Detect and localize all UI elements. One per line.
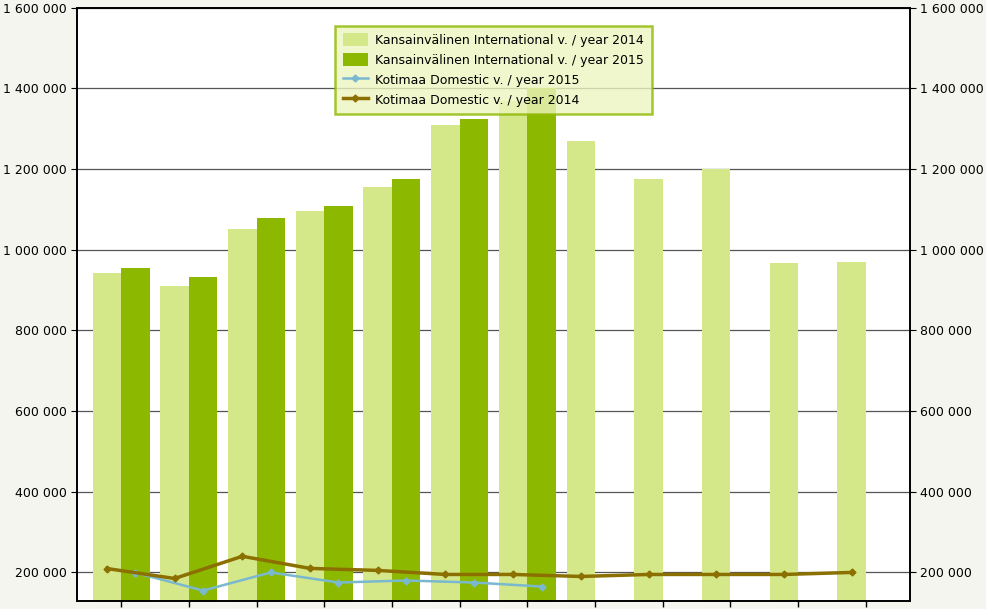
Bar xyxy=(228,229,256,609)
Kotimaa Domestic v. / year 2014 xyxy=(169,575,180,582)
Kotimaa Domestic v. / year 2015 xyxy=(467,579,479,586)
Kotimaa Domestic v. / year 2014 xyxy=(710,571,722,578)
Bar xyxy=(769,264,798,609)
Bar xyxy=(498,101,527,609)
Bar xyxy=(527,88,555,609)
Bar xyxy=(363,187,391,609)
Bar xyxy=(93,273,121,609)
Bar xyxy=(566,141,595,609)
Bar xyxy=(431,125,459,609)
Kotimaa Domestic v. / year 2014 xyxy=(439,571,451,578)
Bar xyxy=(256,218,285,609)
Kotimaa Domestic v. / year 2014 xyxy=(101,565,112,572)
Line: Kotimaa Domestic v. / year 2015: Kotimaa Domestic v. / year 2015 xyxy=(133,570,543,593)
Kotimaa Domestic v. / year 2015 xyxy=(264,569,276,576)
Kotimaa Domestic v. / year 2015 xyxy=(129,569,141,576)
Bar xyxy=(459,119,488,609)
Bar xyxy=(188,277,217,609)
Bar xyxy=(296,211,323,609)
Kotimaa Domestic v. / year 2015 xyxy=(197,587,209,594)
Kotimaa Domestic v. / year 2014 xyxy=(236,552,247,560)
Bar xyxy=(391,179,420,609)
Kotimaa Domestic v. / year 2014 xyxy=(777,571,789,578)
Bar xyxy=(634,179,663,609)
Kotimaa Domestic v. / year 2014 xyxy=(304,565,316,572)
Kotimaa Domestic v. / year 2015 xyxy=(535,583,547,590)
Bar xyxy=(701,169,730,609)
Bar xyxy=(837,262,865,609)
Kotimaa Domestic v. / year 2014 xyxy=(574,573,586,580)
Bar xyxy=(121,267,149,609)
Kotimaa Domestic v. / year 2014 xyxy=(507,571,519,578)
Kotimaa Domestic v. / year 2014 xyxy=(845,569,857,576)
Bar xyxy=(323,206,352,609)
Kotimaa Domestic v. / year 2014 xyxy=(642,571,654,578)
Kotimaa Domestic v. / year 2015 xyxy=(332,579,344,586)
Legend: Kansainvälinen International v. / year 2014, Kansainvälinen International v. / y: Kansainvälinen International v. / year 2… xyxy=(335,26,651,114)
Kotimaa Domestic v. / year 2014 xyxy=(372,567,384,574)
Line: Kotimaa Domestic v. / year 2014: Kotimaa Domestic v. / year 2014 xyxy=(105,554,853,581)
Kotimaa Domestic v. / year 2015 xyxy=(400,577,412,584)
Bar xyxy=(160,286,188,609)
